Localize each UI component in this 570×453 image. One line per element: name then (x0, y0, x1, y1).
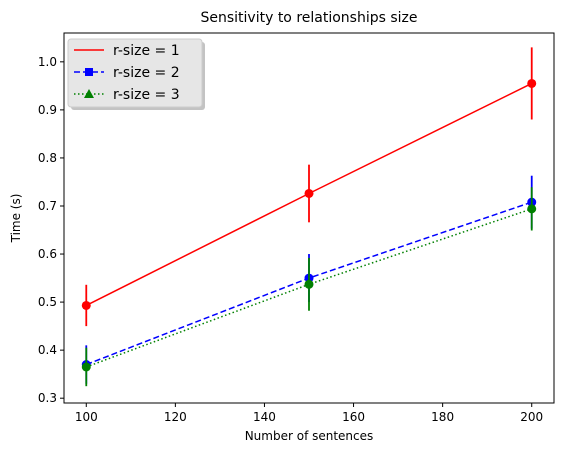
y-tick-label: 0.6 (38, 247, 57, 261)
plot-frame (63, 32, 555, 404)
y-tick-label: 0.7 (38, 199, 57, 213)
legend: r-size = 1 r-size = 2 r-size = 3 (67, 38, 205, 110)
data-point (81, 362, 91, 372)
x-tick-label: 120 (164, 410, 187, 424)
chart-title: Sensitivity to relationships size (200, 10, 417, 26)
y-tick-label: 0.8 (38, 151, 57, 165)
data-point (81, 300, 91, 310)
data-point (304, 279, 314, 289)
series-3 (81, 187, 537, 387)
y-tick-label: 0.5 (38, 295, 57, 309)
x-tick-label: 180 (431, 410, 454, 424)
data-point (304, 188, 314, 198)
y-axis-label: Time (s) (9, 194, 23, 244)
legend-label: r-size = 1 (113, 43, 180, 59)
y-tick-label: 1.0 (38, 55, 57, 69)
x-tick-label: 140 (253, 410, 276, 424)
data-point (527, 204, 537, 214)
x-tick-label: 200 (520, 410, 543, 424)
x-tick-label: 160 (342, 410, 365, 424)
legend-label: r-size = 2 (113, 65, 180, 81)
y-axis: 0.3 0.4 0.5 0.6 0.7 0.8 0.9 1.0 (38, 55, 64, 405)
x-axis: 100 120 140 160 180 200 (75, 403, 543, 424)
y-tick-label: 0.4 (38, 343, 57, 357)
legend-label: r-size = 3 (113, 87, 180, 103)
x-tick-label: 100 (75, 410, 98, 424)
y-tick-label: 0.3 (38, 391, 57, 405)
series-1 (81, 47, 537, 327)
x-axis-label: Number of sentences (245, 429, 374, 443)
legend-marker (85, 68, 93, 76)
y-tick-label: 0.9 (38, 103, 57, 117)
series-layer (81, 47, 537, 387)
legend-box (67, 38, 203, 108)
legend-marker (84, 89, 94, 98)
data-point (527, 78, 537, 88)
